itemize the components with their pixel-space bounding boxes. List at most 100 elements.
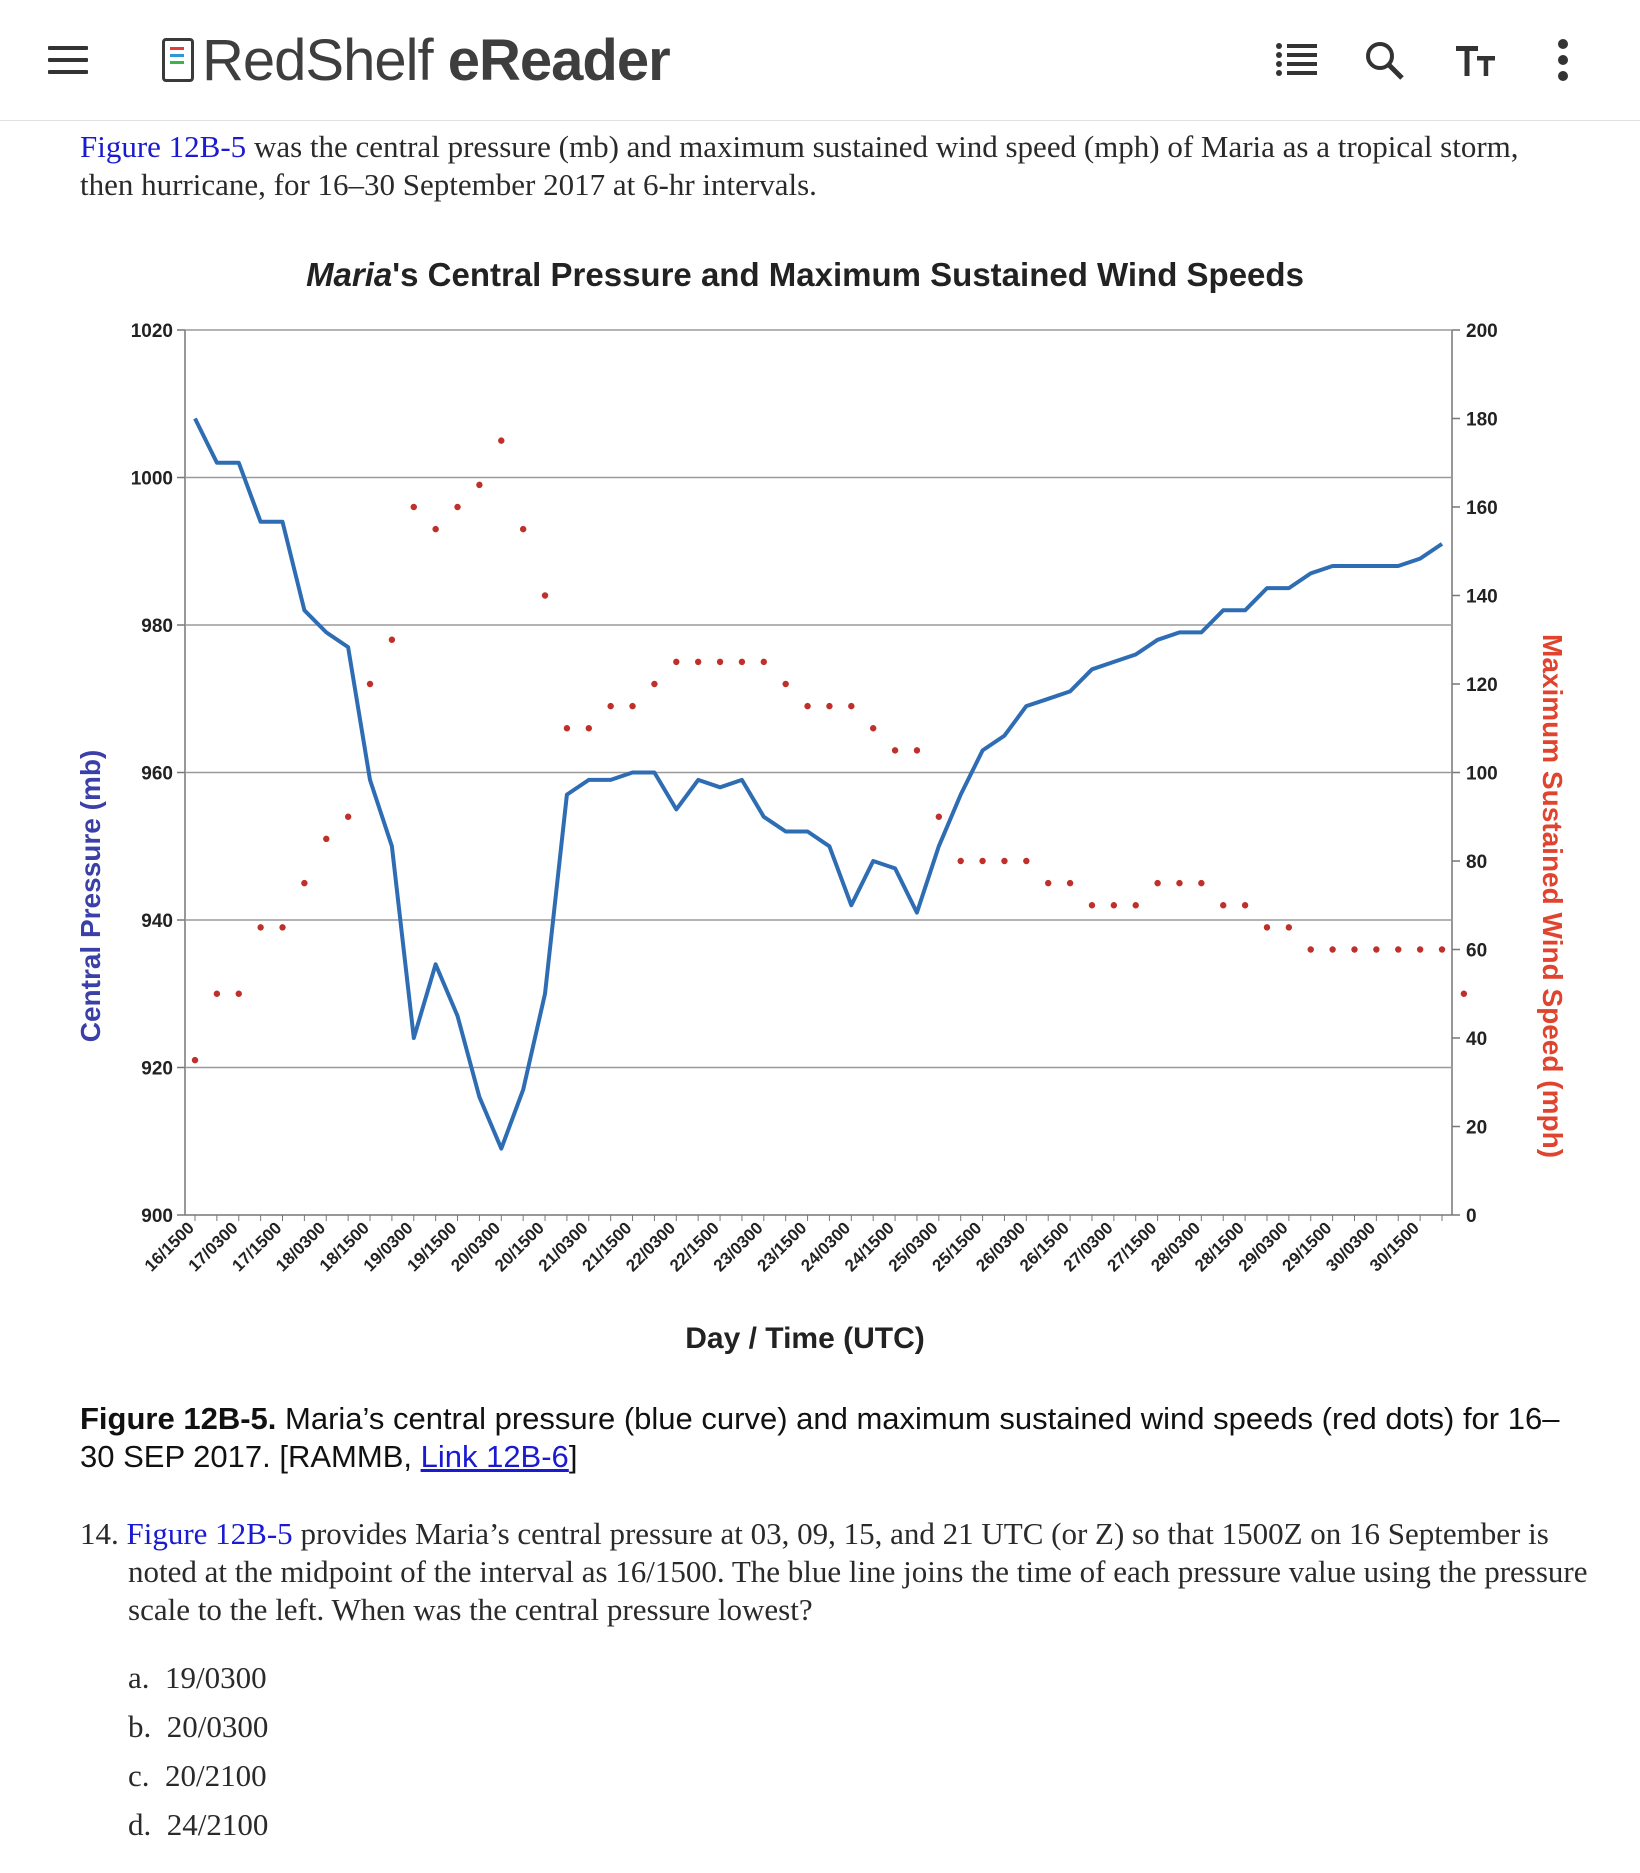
left-tick-label: 960 [141, 764, 173, 785]
caption-end: ] [568, 1439, 578, 1474]
figure-caption: Figure 12B-5. Maria’s central pressure (… [80, 1400, 1580, 1476]
wind-speed-point [826, 702, 833, 710]
right-tick-label: 40 [1466, 1029, 1487, 1050]
wind-speed-point [498, 437, 505, 444]
right-axis-label: Maximum Sustained Wind Speed (mph) [1537, 634, 1568, 1158]
wind-speed-point [804, 702, 811, 710]
grid-lines [184, 329, 1453, 1216]
left-axis-ticks: 900 920 940 960 980 1000 1020 [131, 321, 185, 1227]
wind-speed-point [651, 680, 658, 688]
wind-speed-point [1373, 946, 1380, 953]
brand-name: RedShelf eReader [202, 27, 671, 93]
figure-link[interactable]: Figure 12B-5 [80, 129, 247, 164]
x-axis-label: Day / Time (UTC) [685, 1322, 925, 1355]
chart-series [191, 417, 1468, 1151]
caption-link[interactable]: Link 12B-6 [420, 1439, 569, 1474]
menu-icon[interactable] [48, 42, 94, 78]
wind-speed-point [1176, 879, 1183, 887]
right-axis-ticks: 0 20 40 60 80 100 120 140 160 180 200 [1452, 321, 1498, 1227]
wind-speed-point [782, 680, 789, 688]
question-paragraph: 14. Figure 12B-5 provides Maria’s centra… [80, 1515, 1588, 1629]
pressure-wind-chart: Maria's Central Pressure and Maximum Sus… [75, 256, 1568, 1355]
x-axis-ticks: 16/150017/030017/150018/030018/150019/03… [141, 1215, 1443, 1275]
wind-speed-point [344, 813, 352, 820]
wind-speed-point [1023, 857, 1030, 865]
right-tick-label: 60 [1466, 941, 1487, 962]
wind-speed-point [1154, 879, 1161, 887]
wind-speed-point [1110, 902, 1118, 909]
text-size-icon[interactable] [1446, 30, 1506, 90]
wind-speed-point [257, 924, 264, 931]
right-tick-label: 200 [1466, 321, 1498, 342]
chart-title: Maria's Central Pressure and Maximum Sus… [306, 256, 1304, 293]
search-icon[interactable] [1354, 30, 1414, 90]
wind-speed-point [541, 592, 549, 599]
wind-speed-point [1329, 946, 1336, 953]
right-tick-label: 0 [1466, 1206, 1477, 1227]
left-tick-label: 940 [141, 911, 173, 932]
wind-speed-point [1066, 879, 1074, 887]
answer-option-d[interactable]: d. 24/2100 [128, 1807, 269, 1842]
wind-speed-point [323, 835, 330, 843]
answer-option-a[interactable]: a. 19/0300 [128, 1660, 267, 1695]
question-figure-link[interactable]: Figure 12B-5 [126, 1516, 293, 1551]
wind-speed-point [1001, 857, 1008, 865]
wind-speed-point [1307, 946, 1314, 953]
book-icon [162, 38, 194, 82]
wind-speed-point [957, 857, 964, 865]
wind-speed-point [1395, 946, 1402, 953]
answer-option-b[interactable]: b. 20/0300 [128, 1709, 269, 1744]
right-tick-label: 120 [1466, 675, 1498, 696]
right-tick-label: 80 [1466, 852, 1487, 873]
wind-speed-point [979, 857, 986, 865]
right-tick-label: 20 [1466, 1118, 1487, 1139]
wind-speed-point [235, 990, 242, 997]
wind-speed-point [1416, 946, 1424, 953]
brand-logo: RedShelf eReader [162, 22, 671, 98]
wind-speed-point [410, 503, 417, 511]
pressure-line [193, 417, 1444, 1151]
wind-speed-point [738, 658, 746, 666]
wind-speed-point [388, 636, 396, 643]
wind-speed-point [760, 658, 768, 666]
wind-speed-point [1263, 924, 1271, 931]
wind-speed-point [607, 702, 614, 710]
more-options-icon[interactable] [1533, 30, 1593, 90]
wind-speed-point [1088, 902, 1096, 909]
right-tick-label: 100 [1466, 764, 1498, 785]
wind-speed-point [279, 924, 286, 931]
wind-speed-point [1132, 902, 1139, 909]
wind-speed-point [673, 658, 680, 666]
intro-text: was the central pressure (mb) and maximu… [80, 129, 1519, 202]
wind-speed-point [1460, 990, 1468, 997]
wind-speed-point [191, 1056, 199, 1064]
intro-paragraph: Figure 12B-5 was the central pressure (m… [80, 128, 1570, 204]
wind-speed-point [1285, 924, 1293, 931]
wind-speed-point [366, 680, 374, 688]
wind-speed-point [716, 658, 724, 666]
question-text: provides Maria’s central pressure at 03,… [128, 1516, 1588, 1627]
wind-speed-point [301, 879, 308, 887]
wind-speed-point [563, 725, 571, 732]
wind-speed-point [1220, 902, 1227, 909]
table-of-contents-icon[interactable] [1267, 30, 1327, 90]
x-tick-label: 30/1500 [1366, 1218, 1423, 1275]
question-number: 14. [80, 1516, 127, 1551]
wind-speed-point [432, 525, 439, 533]
left-tick-label: 920 [141, 1059, 173, 1080]
wind-speed-point [1198, 879, 1205, 887]
left-tick-label: 980 [141, 616, 173, 637]
wind-speed-point [891, 747, 899, 754]
wind-speed-point [935, 813, 943, 820]
caption-label: Figure 12B-5. [80, 1401, 277, 1436]
answer-option-c[interactable]: c. 20/2100 [128, 1758, 267, 1793]
wind-speed-point [1351, 946, 1358, 953]
wind-speed-point [1241, 902, 1249, 909]
wind-speed-point [213, 990, 221, 997]
left-tick-label: 1020 [131, 321, 173, 342]
wind-speed-point [476, 481, 483, 489]
wind-speed-point [913, 747, 921, 754]
wind-speed-point [454, 503, 461, 511]
wind-speed-point [1045, 879, 1052, 887]
right-tick-label: 160 [1466, 498, 1498, 519]
